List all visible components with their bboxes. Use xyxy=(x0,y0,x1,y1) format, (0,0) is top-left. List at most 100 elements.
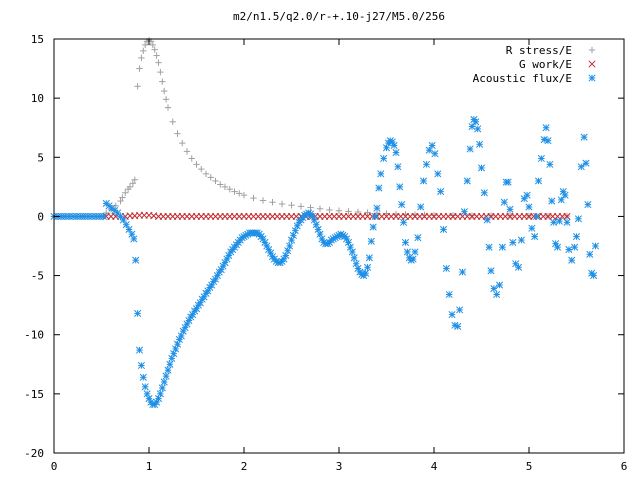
data-point xyxy=(192,305,201,313)
data-point xyxy=(548,197,556,205)
series-2 xyxy=(50,115,600,409)
data-point xyxy=(367,237,375,245)
data-point xyxy=(398,201,406,209)
data-point xyxy=(533,212,541,220)
data-point xyxy=(166,360,174,368)
data-point xyxy=(157,68,164,76)
data-point xyxy=(458,268,467,276)
data-point xyxy=(198,165,205,173)
data-point xyxy=(445,290,453,299)
data-point xyxy=(394,163,402,171)
data-point xyxy=(269,199,276,206)
x-tick-label: 4 xyxy=(431,460,438,473)
data-point xyxy=(571,243,579,251)
y-tick-label: -5 xyxy=(31,270,44,283)
data-point xyxy=(169,118,176,125)
data-point xyxy=(375,184,383,192)
data-point xyxy=(288,201,295,209)
data-point xyxy=(207,174,214,181)
data-point xyxy=(142,41,149,49)
data-point xyxy=(468,212,476,219)
data-point xyxy=(531,232,539,241)
data-point xyxy=(534,177,543,185)
x-tick-label: 2 xyxy=(241,460,248,473)
data-point xyxy=(483,216,491,224)
series-0 xyxy=(50,36,571,220)
data-point xyxy=(504,178,512,186)
data-point xyxy=(431,150,439,158)
data-point xyxy=(392,149,400,157)
data-point xyxy=(250,194,257,202)
data-point xyxy=(439,225,448,233)
data-point xyxy=(574,215,582,223)
data-point xyxy=(140,47,147,55)
chart-title: m2/n1.5/q2.0/r-+.10-j27/M5.0/256 xyxy=(233,10,445,23)
x-tick-label: 5 xyxy=(526,460,533,473)
data-point xyxy=(138,54,145,62)
data-point xyxy=(568,256,576,264)
data-point xyxy=(179,139,186,147)
data-point xyxy=(286,242,294,250)
legend-label: Acoustic flux/E xyxy=(473,72,572,85)
data-point xyxy=(119,216,127,224)
data-point xyxy=(430,212,438,219)
data-point xyxy=(454,322,462,330)
data-point xyxy=(137,361,145,370)
data-point xyxy=(139,373,147,381)
data-point xyxy=(158,384,166,392)
data-point xyxy=(472,118,480,126)
data-point xyxy=(563,212,571,220)
data-point xyxy=(134,309,142,317)
data-point xyxy=(377,170,385,178)
data-point xyxy=(226,186,233,193)
data-point xyxy=(316,205,324,212)
data-point xyxy=(202,170,210,178)
data-point xyxy=(498,243,506,251)
data-point xyxy=(221,183,229,191)
data-point xyxy=(159,78,166,85)
data-point xyxy=(514,263,523,271)
y-tick-label: 5 xyxy=(37,151,44,164)
data-point xyxy=(437,188,445,196)
data-point xyxy=(528,224,536,232)
x-tick-label: 0 xyxy=(51,460,58,473)
data-point xyxy=(442,264,450,273)
data-point xyxy=(369,223,377,231)
data-point xyxy=(130,235,138,243)
y-tick-label: 10 xyxy=(31,92,44,105)
data-point xyxy=(345,208,352,215)
y-tick-label: -15 xyxy=(24,388,44,401)
data-point xyxy=(500,198,508,206)
data-point xyxy=(590,272,598,280)
data-point xyxy=(463,177,471,185)
series-1 xyxy=(102,211,571,220)
data-point xyxy=(162,96,170,103)
data-point xyxy=(517,236,525,244)
data-point xyxy=(460,208,468,216)
data-point xyxy=(136,65,143,72)
data-point xyxy=(477,164,486,172)
data-point xyxy=(307,204,314,211)
y-tick-label: -10 xyxy=(24,329,44,342)
data-point xyxy=(135,346,144,354)
data-point xyxy=(563,218,571,226)
data-point xyxy=(546,160,554,168)
data-point xyxy=(155,59,162,66)
data-point xyxy=(490,285,498,293)
data-point xyxy=(153,52,160,59)
data-point xyxy=(580,133,588,141)
data-point xyxy=(212,177,219,185)
data-point xyxy=(149,41,156,49)
data-point xyxy=(297,203,305,210)
data-point xyxy=(134,83,141,90)
data-point xyxy=(151,46,158,53)
data-point xyxy=(131,176,138,183)
legend-marker xyxy=(588,74,596,82)
data-point xyxy=(434,170,442,178)
data-point xyxy=(550,218,558,226)
data-point xyxy=(164,366,172,374)
data-point xyxy=(326,206,333,214)
data-point xyxy=(156,390,164,398)
